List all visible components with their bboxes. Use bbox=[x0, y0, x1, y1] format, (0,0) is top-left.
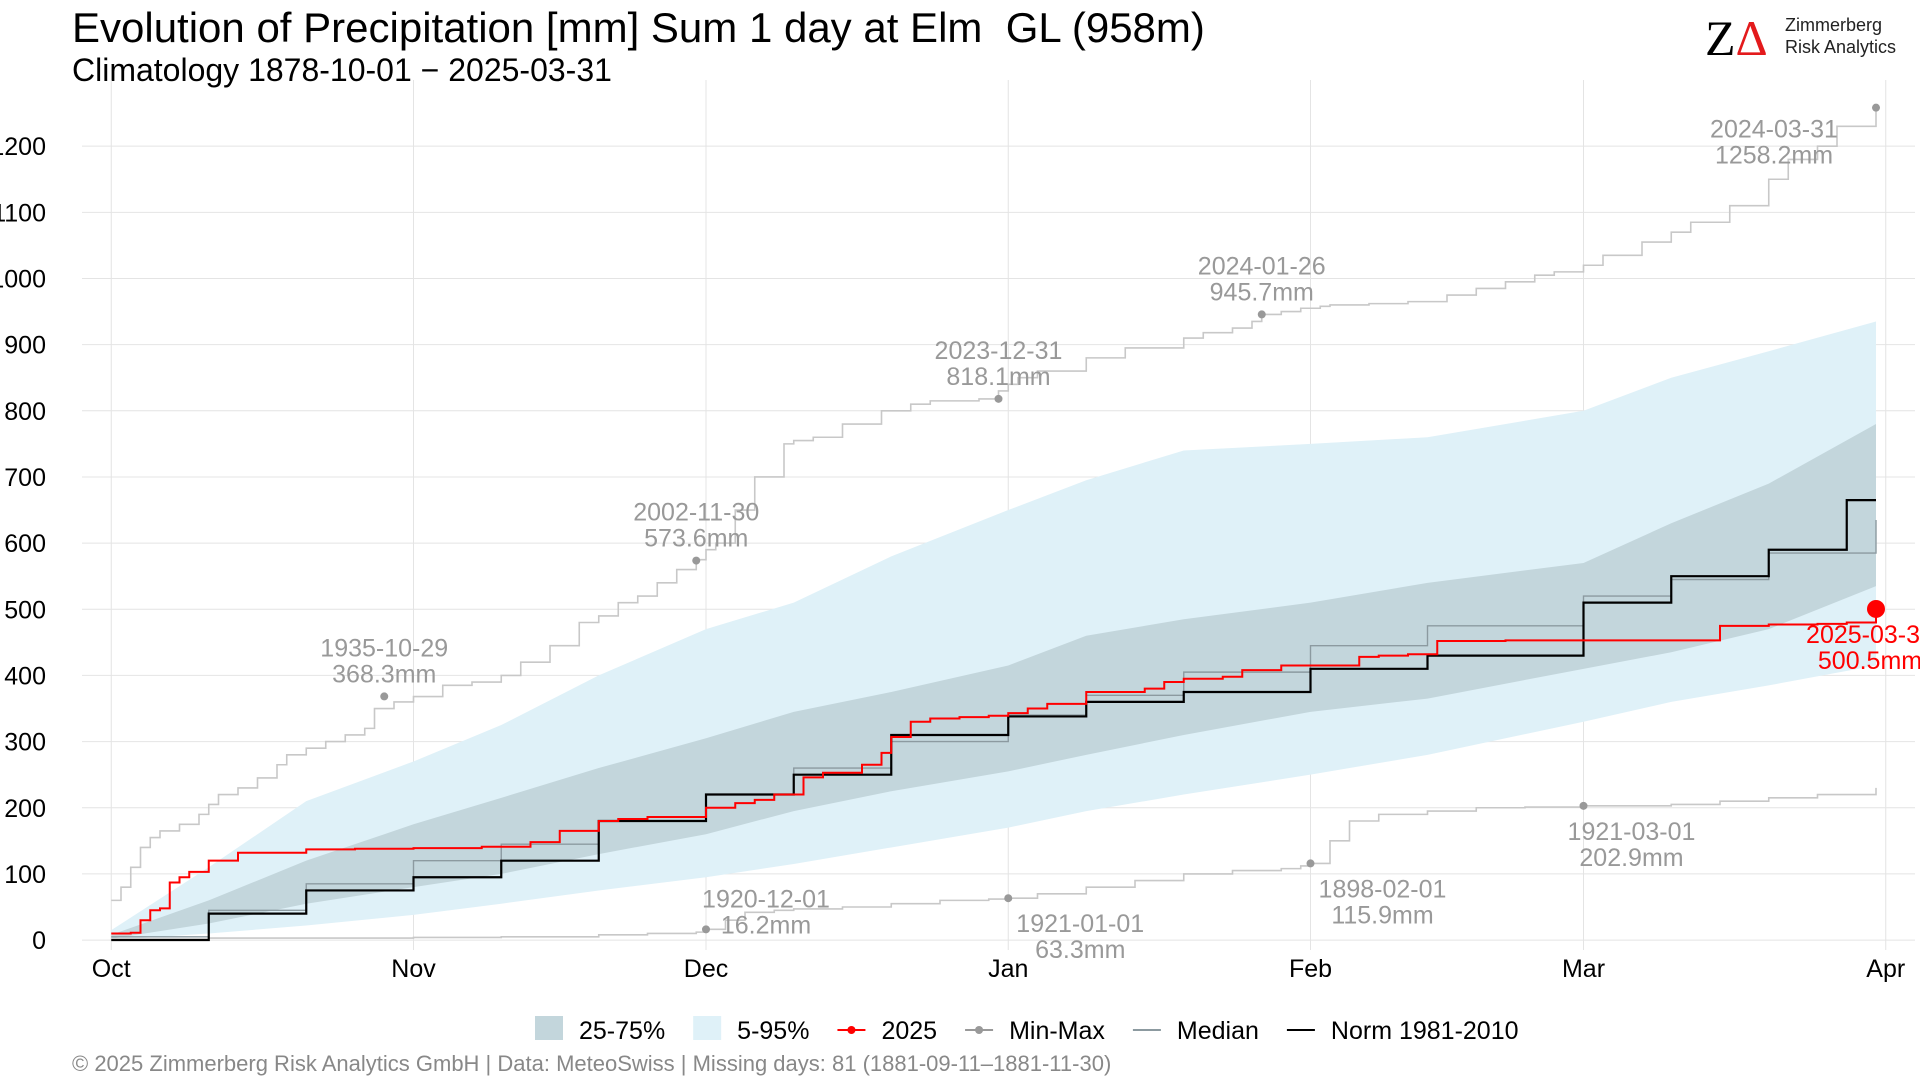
annotation-value: 115.9mm bbox=[1331, 901, 1433, 929]
y-tick-label: 400 bbox=[4, 662, 46, 690]
annotation-date: 2025-03-31 bbox=[1806, 621, 1920, 649]
legend-label-norm: Norm 1981-2010 bbox=[1331, 1017, 1519, 1040]
logo-mark-icon: ZΔ bbox=[1705, 10, 1768, 66]
annotation-date: 2002-11-30 bbox=[633, 499, 759, 527]
x-tick-label: Feb bbox=[1289, 955, 1332, 983]
legend-label-band_5_95: 5-95% bbox=[737, 1017, 809, 1040]
point-min-max bbox=[1306, 859, 1315, 868]
footer-credits: © 2025 Zimmerberg Risk Analytics GmbH | … bbox=[72, 1051, 1112, 1076]
y-tick-label: 1200 bbox=[0, 133, 46, 161]
point-min-max bbox=[994, 394, 1003, 403]
legend-dot-current_year bbox=[847, 1026, 856, 1034]
legend-dot-min_max bbox=[975, 1026, 984, 1034]
brand-name-line1: Zimmerberg bbox=[1785, 15, 1883, 35]
x-tick-label: Mar bbox=[1562, 955, 1605, 983]
point-min-max bbox=[1579, 801, 1588, 810]
annotation-value: 202.9mm bbox=[1579, 844, 1683, 872]
annotation-value: 500.5mm bbox=[1818, 647, 1920, 675]
annotation-date: 1898-02-01 bbox=[1319, 875, 1447, 903]
y-tick-label: 300 bbox=[4, 729, 46, 757]
annotation-date: 1920-12-01 bbox=[702, 885, 830, 913]
x-tick-label: Apr bbox=[1866, 955, 1905, 983]
legend: 25-75% 5-95% 2025 Min-Max Median Norm 1981-20… bbox=[535, 1016, 1519, 1040]
band-25-75 bbox=[111, 424, 1876, 939]
annotation-date: 1921-01-01 bbox=[1016, 910, 1144, 938]
y-tick-label: 100 bbox=[4, 861, 46, 889]
annotation-value: 368.3mm bbox=[332, 660, 436, 688]
y-tick-label: 900 bbox=[4, 332, 46, 360]
y-tick-label: 600 bbox=[4, 530, 46, 558]
legend-swatch-band_5_95 bbox=[693, 1016, 722, 1040]
annotation-value: 63.3mm bbox=[1035, 936, 1125, 964]
legend-label-min_max: Min-Max bbox=[1009, 1017, 1105, 1040]
point-min-max bbox=[692, 556, 701, 565]
chart-subtitle: Climatology 1878-10-01 − 2025-03-31 bbox=[72, 52, 612, 88]
annotation-date: 1935-10-29 bbox=[320, 634, 448, 662]
point-2025-last bbox=[1867, 599, 1885, 618]
annotation-value: 818.1mm bbox=[946, 363, 1050, 391]
series-line-2025 bbox=[111, 608, 1877, 935]
series-points bbox=[380, 103, 1885, 934]
y-tick-label: 700 bbox=[4, 464, 46, 492]
annotation-date: 2024-03-31 bbox=[1710, 116, 1838, 144]
brand-name-line2: Risk Analytics bbox=[1785, 37, 1897, 57]
annotation-value: 16.2mm bbox=[721, 911, 811, 939]
brand-name: Zimmerberg Risk Analytics bbox=[1785, 14, 1896, 58]
point-min-max bbox=[1872, 103, 1880, 112]
x-tick-label: Nov bbox=[391, 955, 436, 983]
y-tick-label: 800 bbox=[4, 398, 46, 426]
point-min-max bbox=[702, 925, 710, 934]
brand-logo: ZΔ Zimmerberg Risk Analytics bbox=[1705, 12, 1905, 64]
y-tick-label: 1100 bbox=[0, 199, 46, 227]
y-tick-label: 0 bbox=[32, 927, 46, 955]
series-line-median bbox=[111, 519, 1877, 938]
chart-title: Evolution of Precipitation [mm] Sum 1 da… bbox=[72, 4, 1205, 51]
point-min-max bbox=[380, 692, 389, 701]
point-min-max bbox=[1004, 894, 1013, 903]
y-tick-label: 200 bbox=[4, 795, 46, 823]
x-tick-label: Jan bbox=[988, 955, 1028, 983]
annotation-date: 2024-01-26 bbox=[1198, 252, 1326, 280]
y-tick-label: 500 bbox=[4, 596, 46, 624]
legend-label-band_25_75: 25-75% bbox=[579, 1017, 665, 1040]
annotation-value: 573.6mm bbox=[644, 525, 748, 553]
series-line-norm bbox=[111, 499, 1876, 942]
annotation-value: 1258.2mm bbox=[1715, 142, 1833, 170]
legend-label-current_year: 2025 bbox=[881, 1017, 937, 1040]
annotation-date: 1921-03-01 bbox=[1568, 818, 1696, 846]
legend-label-median: Median bbox=[1177, 1017, 1259, 1040]
annotation-value: 945.7mm bbox=[1210, 278, 1314, 306]
percentile-bands bbox=[111, 321, 1876, 941]
x-tick-label: Dec bbox=[684, 955, 728, 983]
axis-labels: 0 100 200 300 400 500 600 700 800 900 1000 1100 1200… bbox=[0, 133, 1905, 983]
annotation-date: 2023-12-31 bbox=[935, 337, 1063, 365]
y-tick-label: 1000 bbox=[0, 265, 46, 293]
series-line-min-max-upper bbox=[111, 107, 1877, 902]
x-tick-label: Oct bbox=[92, 955, 131, 983]
legend-swatch-band_25_75 bbox=[535, 1016, 563, 1040]
point-min-max bbox=[1257, 310, 1266, 319]
